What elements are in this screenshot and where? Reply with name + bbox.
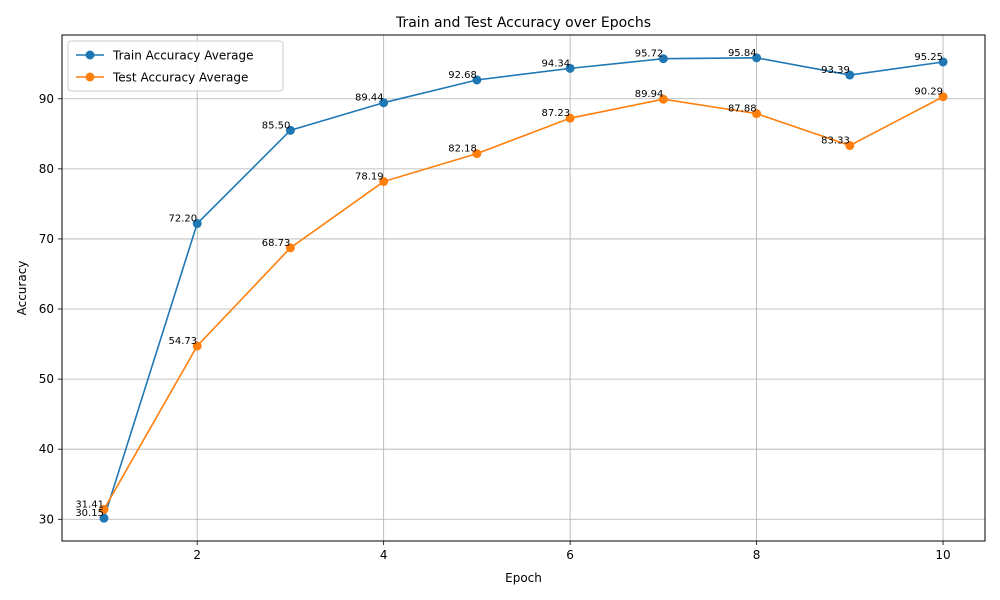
- data-label: 95.25: [914, 52, 943, 63]
- data-label: 93.39: [821, 65, 850, 76]
- data-label: 85.50: [262, 120, 291, 131]
- y-tick-label: 90: [39, 92, 54, 106]
- y-tick-label: 70: [39, 232, 54, 246]
- y-tick-label: 60: [39, 302, 54, 316]
- data-point: [379, 177, 389, 187]
- data-label: 31.41: [75, 499, 104, 510]
- y-tick-label: 50: [39, 372, 54, 386]
- data-label: 95.72: [635, 49, 664, 60]
- data-point: [472, 75, 482, 85]
- plot-frame: [61, 34, 986, 542]
- y-tick-label: 40: [39, 442, 54, 456]
- legend-label: Test Accuracy Average: [112, 71, 248, 85]
- data-label: 82.18: [448, 144, 477, 155]
- legend: Train Accuracy Average Test Accuracy Aver…: [67, 40, 284, 92]
- x-tick-label: 10: [935, 548, 950, 562]
- data-label: 30.15: [75, 508, 104, 519]
- y-tick-label: 30: [39, 512, 54, 526]
- data-point: [285, 243, 295, 253]
- series-line-2: [103, 96, 944, 510]
- data-point: [99, 504, 109, 514]
- data-label: 89.94: [635, 89, 664, 100]
- data-label: 95.84: [728, 48, 757, 59]
- data-point: [192, 219, 202, 229]
- data-label: 94.34: [541, 58, 570, 69]
- data-point: [472, 149, 482, 159]
- data-point: [379, 98, 389, 108]
- x-tick-label: 4: [380, 548, 388, 562]
- data-point: [99, 513, 109, 523]
- y-tick-label: 80: [39, 162, 54, 176]
- data-point: [938, 57, 948, 67]
- data-label: 83.33: [821, 136, 850, 147]
- series-layer: [99, 53, 948, 523]
- y-axis-label: Accuracy: [15, 261, 29, 316]
- x-tick-label: 8: [753, 548, 761, 562]
- data-labels: 30.15 72.20 85.50 89.44 92.68 94.34 95.72 95.84…: [75, 48, 943, 519]
- grid: [62, 35, 985, 541]
- data-label: 89.44: [355, 93, 384, 104]
- data-label: 72.20: [169, 214, 198, 225]
- data-label: 68.73: [262, 238, 291, 249]
- data-point: [752, 53, 762, 63]
- data-point: [658, 94, 668, 104]
- data-point: [192, 341, 202, 351]
- legend-marker: [85, 50, 95, 60]
- data-label: 78.19: [355, 172, 384, 183]
- data-point: [565, 113, 575, 123]
- legend-marker: [85, 72, 95, 82]
- x-axis-label: Epoch: [505, 571, 542, 585]
- chart-title: Train and Test Accuracy over Epochs: [395, 15, 651, 31]
- data-label: 92.68: [448, 70, 477, 81]
- data-point: [845, 70, 855, 80]
- data-point: [658, 54, 668, 64]
- data-label: 87.23: [541, 108, 570, 119]
- x-tick-label: 6: [566, 548, 574, 562]
- data-point: [565, 63, 575, 73]
- legend-label: Train Accuracy Average: [112, 49, 253, 63]
- data-point: [752, 109, 762, 119]
- data-point: [938, 92, 948, 102]
- data-label: 54.73: [169, 336, 198, 347]
- x-tick-label: 2: [193, 548, 201, 562]
- data-label: 90.29: [914, 87, 943, 98]
- data-point: [845, 141, 855, 151]
- legend-box: [67, 40, 284, 92]
- data-point: [285, 125, 295, 135]
- series-line-1: [103, 57, 944, 519]
- data-label: 87.88: [728, 104, 757, 115]
- axis-ticks: 2 4 6 8 10 30 40 50 60 70 80 90: [39, 92, 951, 562]
